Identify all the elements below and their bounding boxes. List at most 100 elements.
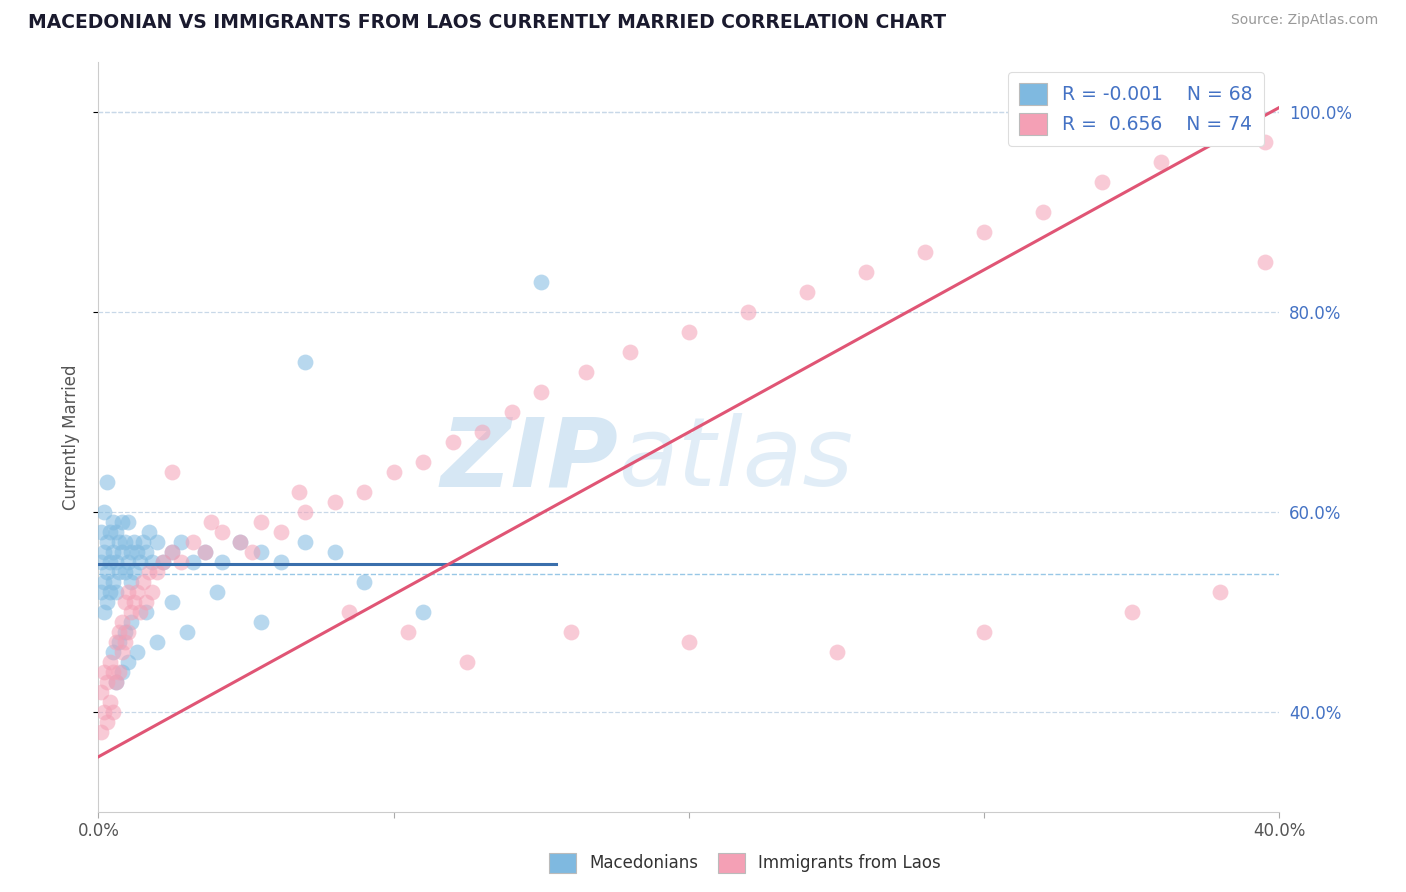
Point — [108, 635, 131, 649]
Text: ZIP: ZIP — [440, 413, 619, 506]
Point — [98, 695, 121, 709]
Point — [1091, 175, 1114, 189]
Point — [141, 585, 163, 599]
Point — [103, 574, 125, 589]
Point — [98, 655, 121, 669]
Point — [205, 585, 228, 599]
Point — [146, 635, 169, 649]
Point — [1121, 605, 1143, 619]
Point — [575, 365, 598, 379]
Point — [98, 555, 121, 569]
Point — [855, 265, 877, 279]
Point — [122, 595, 145, 609]
Point — [162, 465, 183, 479]
Point — [441, 435, 464, 450]
Point — [250, 545, 273, 559]
Text: Source: ZipAtlas.com: Source: ZipAtlas.com — [1230, 13, 1378, 28]
Point — [138, 524, 160, 539]
Point — [103, 545, 125, 559]
Point — [132, 535, 155, 549]
Point — [170, 535, 193, 549]
Point — [294, 505, 316, 519]
Point — [128, 555, 150, 569]
Point — [323, 495, 346, 509]
Point — [111, 615, 134, 629]
Point — [211, 524, 233, 539]
Point — [501, 405, 523, 419]
Point — [229, 535, 252, 549]
Point — [825, 645, 848, 659]
Point — [96, 535, 118, 549]
Point — [114, 565, 136, 579]
Point — [122, 565, 145, 579]
Point — [117, 624, 139, 639]
Text: MACEDONIAN VS IMMIGRANTS FROM LAOS CURRENTLY MARRIED CORRELATION CHART: MACEDONIAN VS IMMIGRANTS FROM LAOS CURRE… — [28, 13, 946, 32]
Point — [98, 524, 121, 539]
Point — [1209, 585, 1232, 599]
Point — [90, 524, 112, 539]
Point — [108, 665, 131, 679]
Point — [973, 624, 995, 639]
Point — [96, 475, 118, 489]
Point — [323, 545, 346, 559]
Point — [128, 605, 150, 619]
Point — [114, 595, 136, 609]
Point — [270, 555, 292, 569]
Point — [560, 624, 582, 639]
Point — [678, 325, 700, 339]
Point — [120, 615, 142, 629]
Point — [125, 545, 148, 559]
Point — [135, 545, 157, 559]
Point — [1032, 205, 1054, 219]
Point — [796, 285, 818, 300]
Point — [1254, 136, 1277, 150]
Point — [135, 605, 157, 619]
Point — [108, 535, 131, 549]
Point — [117, 515, 139, 529]
Y-axis label: Currently Married: Currently Married — [62, 364, 80, 510]
Point — [353, 485, 375, 500]
Point — [914, 245, 936, 260]
Point — [170, 555, 193, 569]
Text: atlas: atlas — [619, 413, 853, 506]
Point — [1150, 155, 1173, 169]
Point — [211, 555, 233, 569]
Point — [93, 574, 115, 589]
Point — [530, 275, 553, 289]
Point — [412, 605, 434, 619]
Point — [90, 724, 112, 739]
Point — [162, 595, 183, 609]
Point — [122, 535, 145, 549]
Point — [229, 535, 252, 549]
Point — [194, 545, 217, 559]
Point — [93, 605, 115, 619]
Point — [250, 515, 273, 529]
Point — [117, 655, 139, 669]
Point — [105, 674, 128, 689]
Point — [138, 565, 160, 579]
Point — [1209, 125, 1232, 139]
Point — [125, 645, 148, 659]
Point — [114, 624, 136, 639]
Point — [111, 645, 134, 659]
Point — [120, 574, 142, 589]
Point — [111, 515, 134, 529]
Legend: Macedonians, Immigrants from Laos: Macedonians, Immigrants from Laos — [543, 847, 948, 880]
Point — [132, 574, 155, 589]
Point — [108, 624, 131, 639]
Point — [90, 555, 112, 569]
Point — [194, 545, 217, 559]
Point — [111, 665, 134, 679]
Point — [103, 645, 125, 659]
Point — [96, 595, 118, 609]
Point — [108, 565, 131, 579]
Point — [120, 605, 142, 619]
Point — [117, 555, 139, 569]
Point — [398, 624, 420, 639]
Point — [412, 455, 434, 469]
Point — [152, 555, 174, 569]
Point — [146, 565, 169, 579]
Point — [353, 574, 375, 589]
Point — [114, 535, 136, 549]
Point — [96, 714, 118, 729]
